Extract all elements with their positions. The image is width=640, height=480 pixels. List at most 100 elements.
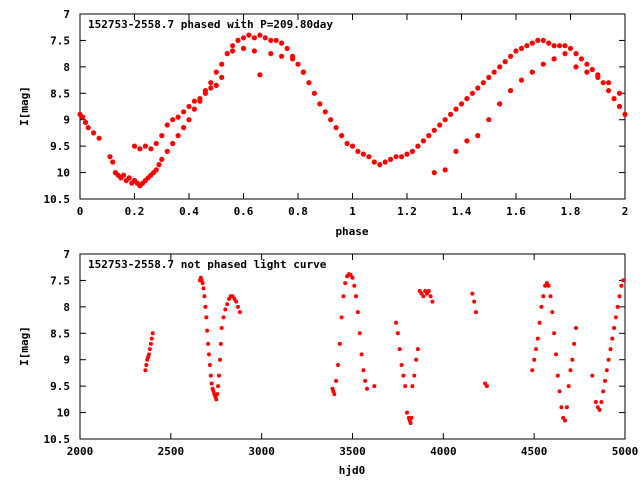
top-data-point bbox=[508, 88, 514, 94]
top-data-point bbox=[377, 162, 383, 168]
bottom-data-point bbox=[599, 400, 604, 404]
top-data-point bbox=[611, 96, 617, 102]
bottom-data-point bbox=[332, 392, 337, 397]
top-data-point bbox=[85, 125, 91, 131]
top-x-tick-label: 0.2 bbox=[125, 205, 145, 218]
bottom-data-point bbox=[214, 397, 219, 402]
top-data-point bbox=[156, 162, 162, 168]
bottom-data-point bbox=[534, 347, 538, 352]
top-data-point bbox=[524, 43, 530, 49]
bottom-data-point bbox=[204, 315, 209, 320]
top-data-point bbox=[322, 109, 328, 115]
bottom-data-point bbox=[564, 405, 569, 410]
top-data-point bbox=[191, 98, 197, 104]
bottom-data-point bbox=[554, 352, 558, 357]
top-data-point bbox=[393, 154, 399, 160]
unphased-light-curve-panel: 152753-2558.7 not phased light curve 200… bbox=[18, 248, 638, 477]
top-data-point bbox=[508, 53, 514, 59]
bottom-x-axis-label: hjd0 bbox=[339, 464, 366, 477]
bottom-data-point bbox=[535, 336, 540, 341]
top-data-point bbox=[159, 156, 165, 162]
bottom-data-point bbox=[593, 400, 598, 404]
bottom-data-point bbox=[430, 299, 435, 304]
top-data-point bbox=[317, 101, 323, 107]
bottom-x-tick-label: 3500 bbox=[339, 445, 366, 458]
bottom-data-point bbox=[144, 363, 149, 367]
top-data-point bbox=[202, 90, 208, 96]
top-data-point bbox=[219, 74, 225, 80]
top-data-point bbox=[475, 85, 481, 91]
top-data-point bbox=[208, 80, 214, 86]
top-data-point bbox=[453, 148, 459, 154]
top-data-point bbox=[159, 133, 165, 139]
bottom-plot-title: 152753-2558.7 not phased light curve bbox=[88, 258, 327, 271]
top-data-point bbox=[557, 43, 563, 49]
top-data-point bbox=[469, 90, 475, 96]
top-x-tick-label: 1 bbox=[349, 205, 356, 218]
bottom-data-point bbox=[484, 384, 489, 389]
top-data-point bbox=[584, 69, 590, 75]
top-data-point bbox=[388, 156, 394, 162]
top-data-point bbox=[562, 51, 568, 57]
top-data-point bbox=[300, 69, 306, 75]
bottom-data-point bbox=[568, 368, 573, 373]
top-data-point bbox=[251, 35, 257, 41]
top-data-point bbox=[213, 82, 219, 88]
bottom-data-point bbox=[621, 278, 626, 283]
top-data-point bbox=[235, 37, 241, 44]
top-data-point bbox=[224, 51, 230, 57]
top-data-point bbox=[399, 154, 405, 160]
top-data-point bbox=[616, 103, 623, 110]
bottom-axis-ticks: 2000 2500 3000 3500 4000 4500 5000 7 7.5 8 8.5 9 9.5… bbox=[44, 248, 639, 458]
bottom-data-point bbox=[603, 378, 607, 383]
bottom-data-point bbox=[361, 368, 366, 373]
top-data-point bbox=[110, 159, 116, 165]
bottom-data-point bbox=[207, 352, 211, 357]
bottom-data-point bbox=[237, 310, 242, 315]
top-data-point bbox=[562, 43, 568, 49]
top-data-point bbox=[251, 48, 257, 54]
bottom-data-point bbox=[206, 341, 211, 346]
bottom-data-point bbox=[217, 373, 221, 378]
top-y-tick-label: 9.5 bbox=[50, 140, 70, 153]
bottom-y-tick-label: 10.5 bbox=[44, 433, 71, 446]
bottom-data-point bbox=[203, 304, 208, 309]
bottom-plot-frame bbox=[79, 253, 626, 440]
bottom-data-point bbox=[613, 315, 618, 320]
top-data-point bbox=[153, 167, 159, 173]
top-data-point bbox=[589, 66, 595, 73]
top-x-tick-label: 2 bbox=[622, 205, 629, 218]
bottom-data-point bbox=[399, 363, 404, 367]
top-data-point bbox=[186, 117, 192, 123]
top-data-point bbox=[600, 80, 606, 86]
top-data-point bbox=[442, 167, 448, 173]
bottom-data-point bbox=[397, 347, 402, 352]
bottom-data-point bbox=[532, 357, 537, 362]
top-data-point bbox=[295, 61, 301, 67]
bottom-data-point bbox=[559, 405, 564, 410]
top-data-point bbox=[540, 61, 546, 67]
bottom-data-point bbox=[355, 310, 360, 315]
top-data-point bbox=[80, 114, 86, 120]
top-data-point bbox=[535, 37, 541, 44]
bottom-y-tick-label: 7.5 bbox=[50, 274, 70, 287]
bottom-data-point bbox=[201, 286, 206, 291]
bottom-data-point bbox=[530, 368, 535, 373]
top-data-point bbox=[273, 37, 279, 44]
bottom-data-point bbox=[339, 315, 344, 320]
top-data-point bbox=[197, 96, 203, 102]
top-x-tick-label: 0.6 bbox=[234, 205, 254, 218]
bottom-data-point bbox=[372, 384, 377, 389]
bottom-data-point bbox=[401, 373, 406, 378]
bottom-data-points bbox=[143, 272, 626, 426]
bottom-data-point bbox=[604, 368, 609, 373]
top-data-point bbox=[339, 133, 345, 139]
top-data-point bbox=[540, 37, 546, 44]
top-y-axis-label: I[mag] bbox=[18, 86, 31, 126]
top-data-point bbox=[153, 140, 159, 147]
top-data-point bbox=[246, 32, 252, 38]
top-data-point bbox=[181, 109, 187, 115]
top-data-point bbox=[213, 69, 219, 75]
top-data-point bbox=[333, 125, 339, 131]
bottom-data-point bbox=[557, 389, 562, 394]
